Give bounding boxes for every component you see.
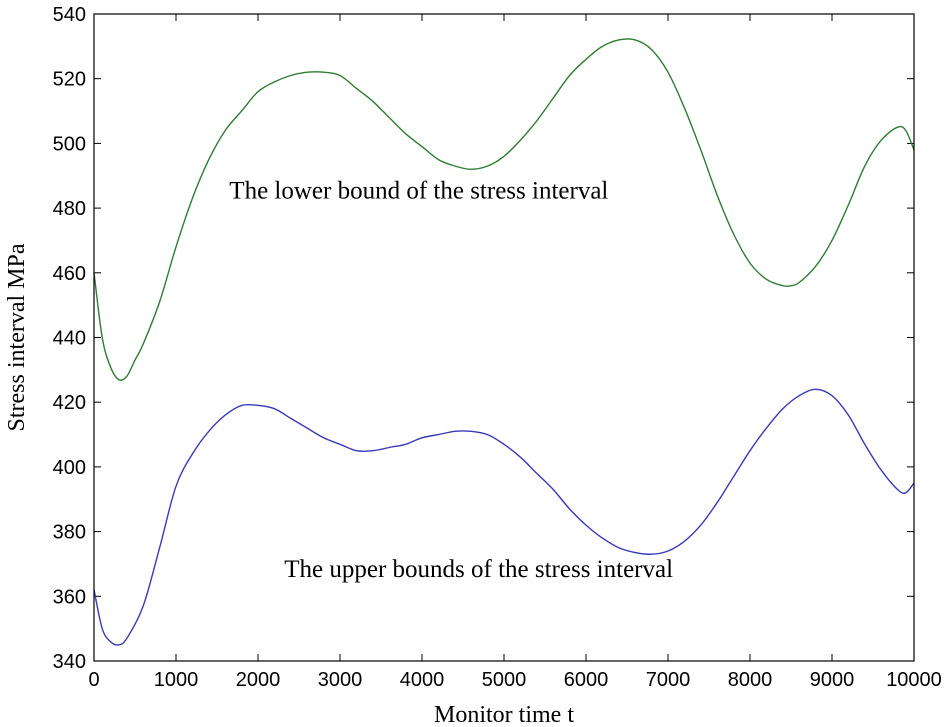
annotations: The lower bound of the stress interval Th…	[229, 177, 673, 582]
y-tick-label: 540	[53, 4, 86, 26]
y-tick-label: 520	[53, 69, 86, 91]
x-tick-label: 1000	[154, 669, 199, 691]
series-line-upper-bound	[93, 388, 915, 646]
y-tick-label: 500	[53, 133, 86, 155]
y-tick-label: 420	[53, 392, 86, 414]
y-axis-label: Stress interval MPa	[4, 243, 30, 431]
x-tick-label: 3000	[318, 669, 363, 691]
x-axis-label: Monitor time t	[434, 702, 574, 727]
y-tick-label: 460	[53, 263, 86, 285]
x-tick-label: 0	[88, 669, 99, 691]
x-tick-label: 8000	[728, 669, 773, 691]
y-tick-label: 440	[53, 328, 86, 350]
y-tick-label: 400	[53, 457, 86, 479]
y-tick-label: 360	[53, 586, 86, 608]
tick-labels: 0 1000 2000 3000 4000 5000 6000 7000 8000 9000 100…	[53, 4, 942, 691]
y-tick-label: 340	[53, 651, 86, 673]
x-tick-label: 7000	[646, 669, 691, 691]
x-tick-label: 2000	[236, 669, 281, 691]
y-tick-label: 480	[53, 198, 86, 220]
x-tick-label: 6000	[564, 669, 609, 691]
annotation-label: The upper bounds of the stress interval	[284, 556, 673, 583]
x-tick-label: 5000	[482, 669, 527, 691]
y-tick-label: 380	[53, 522, 86, 544]
x-tick-label: 10000	[886, 669, 942, 691]
series-lines	[93, 38, 915, 646]
plot-frame	[93, 13, 915, 662]
x-tick-label: 9000	[810, 669, 855, 691]
annotation-label: The lower bound of the stress interval	[229, 177, 608, 204]
x-tick-label: 4000	[400, 669, 445, 691]
series-line-lower-bound	[93, 38, 915, 381]
